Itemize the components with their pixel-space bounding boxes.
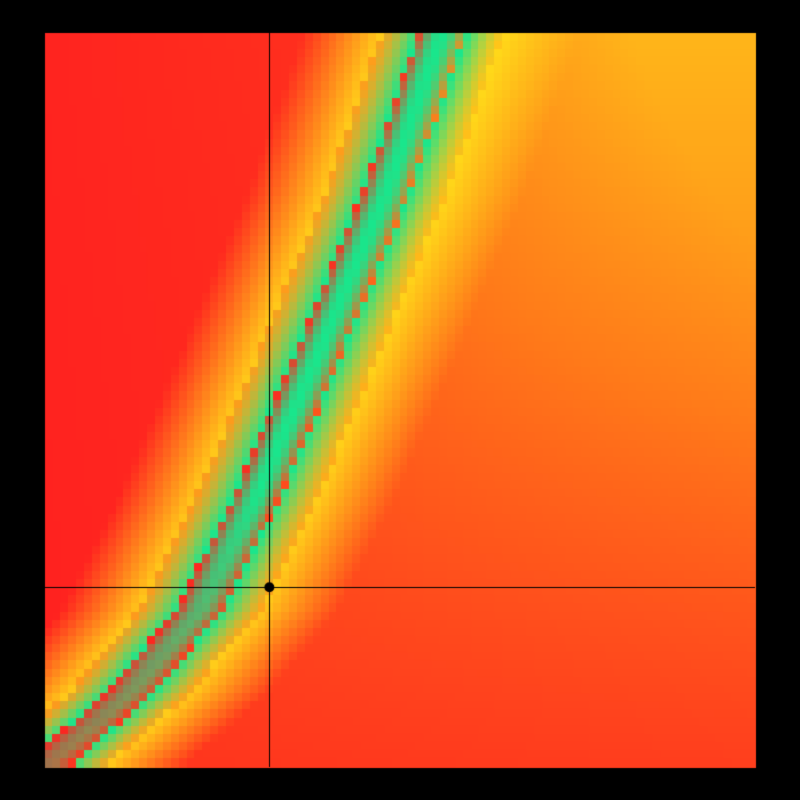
chart-container: TheBottleneck.com: [0, 0, 800, 800]
bottleneck-heatmap: [0, 0, 800, 800]
